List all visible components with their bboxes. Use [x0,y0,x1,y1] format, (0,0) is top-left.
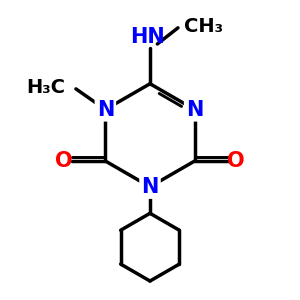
Text: CH₃: CH₃ [184,17,223,36]
Text: HN: HN [130,27,164,47]
Text: N: N [186,100,203,119]
Text: N: N [141,177,159,197]
Text: O: O [227,151,245,171]
Text: H₃C: H₃C [27,78,66,97]
Text: N: N [97,100,114,119]
Text: O: O [55,151,73,171]
